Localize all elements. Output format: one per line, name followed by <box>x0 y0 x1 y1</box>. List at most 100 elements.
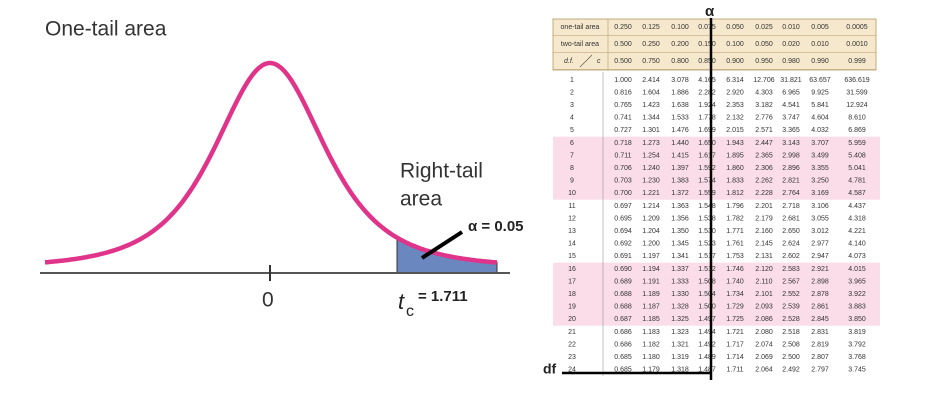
cell: 0.706 <box>614 165 632 172</box>
cell: 2.080 <box>755 329 773 336</box>
cell: 2.571 <box>755 127 773 134</box>
right-tail-label: area <box>400 188 442 211</box>
row-band <box>553 136 880 200</box>
cell: 2.718 <box>782 203 800 210</box>
cell: 2.447 <box>755 140 773 147</box>
alpha-marker: α <box>705 3 715 20</box>
cell: 1.356 <box>671 215 689 222</box>
header-value: 0.100 <box>726 41 744 48</box>
header-value: 0.050 <box>726 24 744 31</box>
cell: 1.497 <box>698 316 716 323</box>
cell: 0.700 <box>614 190 632 197</box>
header-value: 0.500 <box>614 58 632 65</box>
header-value: 0.990 <box>811 58 829 65</box>
cell: 1.492 <box>698 341 716 348</box>
cell: 1.725 <box>726 316 744 323</box>
cell: 2.093 <box>755 304 773 311</box>
header-bg <box>552 18 877 71</box>
header-value: 0.050 <box>755 41 773 48</box>
cell: 1.328 <box>671 304 689 311</box>
df-cell: 7 <box>570 152 574 159</box>
cell: 1.924 <box>698 102 716 109</box>
df-cell: 20 <box>568 316 576 323</box>
cell: 3.499 <box>811 152 829 159</box>
header-label: c <box>597 58 601 65</box>
cell: 3.106 <box>811 203 829 210</box>
cell: 2.764 <box>782 190 800 197</box>
cell: 1.592 <box>698 165 716 172</box>
cell: 1.230 <box>642 178 660 185</box>
cell: 1.559 <box>698 190 716 197</box>
cell: 2.160 <box>755 228 773 235</box>
cell: 2.898 <box>811 278 829 285</box>
cell: 1.372 <box>671 190 689 197</box>
cell: 12.924 <box>846 102 868 109</box>
cell: 1.778 <box>698 115 716 122</box>
cell: 0.694 <box>614 228 632 235</box>
cell: 1.711 <box>727 367 744 374</box>
cell: 6.965 <box>782 89 800 96</box>
cell: 2.110 <box>756 278 773 285</box>
cell: 1.714 <box>726 354 744 361</box>
df-cell: 11 <box>568 203 575 210</box>
cell: 1.860 <box>726 165 744 172</box>
cell: 2.262 <box>755 178 773 185</box>
cell: 2.518 <box>782 329 800 336</box>
df-cell: 18 <box>568 291 576 298</box>
df-marker: df <box>543 361 557 377</box>
df-cell: 15 <box>568 253 576 260</box>
distribution-curve <box>44 60 498 265</box>
cell: 2.353 <box>726 102 744 109</box>
cell: 1.182 <box>642 341 660 348</box>
cell: 3.078 <box>671 77 689 84</box>
cell: 1.476 <box>671 127 689 134</box>
cell: 1.508 <box>698 278 716 285</box>
cell: 1.721 <box>726 329 744 336</box>
cell: 2.132 <box>726 115 744 122</box>
cell: 4.437 <box>848 203 866 210</box>
pointer <box>420 230 464 260</box>
cell: 1.487 <box>698 367 716 374</box>
cell: 31.599 <box>846 89 868 96</box>
cell: 1.538 <box>698 215 716 222</box>
cell: 0.692 <box>614 241 632 248</box>
cell: 0.685 <box>614 354 632 361</box>
cell: 0.691 <box>614 253 632 260</box>
cell: 5.041 <box>848 165 866 172</box>
header-value: 0.025 <box>755 24 773 31</box>
cell: 1.717 <box>726 341 744 348</box>
df-cell: 1 <box>570 77 574 84</box>
cell: 2.567 <box>782 278 800 285</box>
header-value: 0.0005 <box>846 24 868 31</box>
cell: 1.530 <box>698 228 716 235</box>
header-diagonal <box>579 54 593 68</box>
cell: 2.861 <box>811 304 829 311</box>
header-value: 0.250 <box>642 41 660 48</box>
cell: 3.250 <box>811 178 829 185</box>
cell: 3.768 <box>848 354 866 361</box>
cell: 1.617 <box>698 152 716 159</box>
cell: 1.604 <box>642 89 660 96</box>
cell: 1.318 <box>671 367 689 374</box>
cell: 1.699 <box>698 127 716 134</box>
cell: 2.201 <box>755 203 773 210</box>
cell: 2.064 <box>755 367 773 374</box>
df-cell: 9 <box>570 178 574 185</box>
cell: 2.500 <box>782 354 800 361</box>
cell: 2.539 <box>782 304 800 311</box>
df-cell: 4 <box>570 115 574 122</box>
alpha-label: α = 0.05 <box>468 218 524 235</box>
header-value: 0.010 <box>811 41 829 48</box>
cell: 3.182 <box>755 102 773 109</box>
cell: 2.977 <box>811 241 829 248</box>
cell: 0.688 <box>614 291 632 298</box>
header-value: 0.075 <box>698 24 716 31</box>
cell: 1.729 <box>726 304 744 311</box>
cell: 1.440 <box>671 140 689 147</box>
cell: 2.998 <box>782 152 800 159</box>
zero-label: 0 <box>262 289 274 312</box>
header-value: 0.500 <box>614 41 632 48</box>
cell: 0.718 <box>614 140 632 147</box>
cell: 0.690 <box>614 266 632 273</box>
cell: 4.587 <box>848 190 866 197</box>
